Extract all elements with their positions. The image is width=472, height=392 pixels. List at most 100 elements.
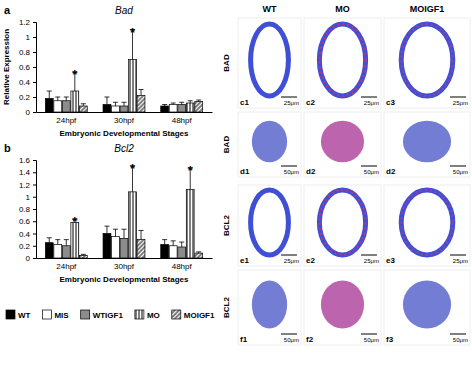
error-bar-cap (55, 239, 60, 240)
image-panels: WTMOMOIGF1BADc125μmc225μmc325μmBADd150μm… (222, 4, 470, 345)
chart-a: 00.20.40.60.811.224hpf30hpf48hpf**BadaEm… (2, 4, 213, 138)
tissue-blob (321, 281, 364, 329)
micrograph-frame (304, 18, 381, 108)
x-axis: 24hpf30hpf48hpf (37, 113, 213, 125)
error-bar (47, 238, 52, 243)
scale-bar (450, 334, 466, 335)
panel-letter: a (4, 4, 11, 16)
error-bar (104, 226, 109, 233)
panel-id: f3 (386, 335, 394, 344)
y-tick-label: 0.8 (19, 48, 31, 57)
error-bar-cap (122, 102, 127, 103)
micrograph-frame (384, 185, 470, 266)
micrograph: f3 50μm (384, 270, 470, 345)
error-bar-cap (47, 237, 52, 238)
bar (62, 101, 70, 112)
y-tick: 0.4 (19, 78, 36, 87)
y-tick: 0.4 (19, 230, 36, 239)
legend-item: WTIGF1 (81, 310, 124, 320)
annotation: * (188, 163, 194, 178)
bar (103, 234, 111, 259)
scale-bar-label: 25μm (284, 258, 299, 264)
bar (137, 240, 145, 258)
x-tick-label: 48hpf (172, 262, 193, 271)
error-bar (64, 97, 69, 101)
scale-bar (281, 334, 297, 335)
column-header: WT (263, 4, 277, 14)
scale-bar-label: 50μm (364, 337, 379, 343)
x-tick-label: 30hpf (114, 262, 135, 271)
legend-item: WT (6, 310, 31, 320)
tissue-outline (319, 24, 365, 96)
row-label: BCL2 (222, 297, 231, 318)
error-bar (47, 91, 52, 99)
y-tick-mark (33, 197, 36, 198)
annotation: * (130, 161, 136, 176)
scale-bar-label: 25μm (284, 100, 299, 106)
y-tick: 1.2 (19, 181, 36, 190)
error-bar-cap (47, 91, 52, 92)
panel-id: f2 (306, 335, 314, 344)
y-axis: 00.20.40.60.811.2 (19, 18, 37, 117)
legend-swatch (172, 310, 181, 319)
y-tick: 0 (26, 108, 36, 117)
error-bar-stem (124, 229, 125, 238)
row-label: BCL2 (222, 215, 231, 236)
scale-bar-label: 50μm (453, 337, 468, 343)
tissue-blob (321, 121, 364, 163)
y-tick: 0 (26, 254, 36, 263)
micrograph: c1 25μm (238, 18, 301, 108)
micrograph-frame (384, 112, 470, 177)
stain-overlay (319, 24, 365, 96)
error-bar-cap (171, 240, 176, 241)
bar (79, 256, 87, 258)
panel-id: f1 (240, 335, 248, 344)
error-bar-cap (196, 251, 201, 252)
figure: 00.20.40.60.811.224hpf30hpf48hpf**BadaEm… (0, 0, 472, 392)
bar (178, 105, 186, 113)
error-bar-cap (179, 242, 184, 243)
error-bar (81, 104, 86, 106)
error-bar (55, 240, 60, 245)
error-bar-stem (173, 241, 174, 246)
error-bar-cap (64, 97, 69, 98)
y-tick-label: 0.6 (19, 63, 31, 72)
scale-bar-label: 25μm (453, 100, 468, 106)
legend: WTMISWTIGF1MOMOIGF1 (6, 310, 215, 320)
error-bar-cap (162, 104, 167, 105)
plot-marks (45, 166, 202, 258)
panel-id: e2 (306, 256, 315, 265)
scale-bar-label: 50μm (284, 169, 299, 175)
y-tick-label: 1.6 (19, 156, 31, 165)
y-tick: 0.2 (19, 93, 36, 102)
panel-id: c1 (240, 98, 249, 107)
y-tick: 0.8 (19, 48, 36, 57)
error-bar-stem (57, 240, 58, 245)
x-axis: 24hpf30hpf48hpf (37, 259, 213, 271)
error-bar (196, 100, 201, 102)
y-tick-label: 0.4 (19, 230, 31, 239)
stain-overlay (401, 190, 453, 255)
error-bar (171, 103, 176, 105)
error-bar-cap (179, 102, 184, 103)
y-tick-label: 0.2 (19, 93, 31, 102)
x-tick-label: 24hpf (56, 116, 77, 125)
panel-id: e3 (386, 256, 395, 265)
error-bar (55, 97, 60, 101)
y-tick-label: 0 (26, 254, 31, 263)
bar (129, 60, 137, 113)
y-tick: 1.6 (19, 156, 36, 165)
y-tick: 0.2 (19, 242, 36, 251)
scale-bar (361, 334, 377, 335)
y-tick: 0.6 (19, 63, 36, 72)
legend-item: MIS (42, 310, 69, 320)
y-tick-mark (33, 221, 36, 222)
error-bar-stem (49, 91, 50, 99)
error-bar (139, 90, 144, 96)
stain-overlay (401, 24, 453, 96)
bar (186, 189, 194, 258)
micrograph: c325μm (384, 18, 470, 108)
y-tick-mark (33, 112, 36, 113)
x-tick: 30hpf (114, 262, 135, 271)
y-tick-mark (33, 172, 36, 173)
